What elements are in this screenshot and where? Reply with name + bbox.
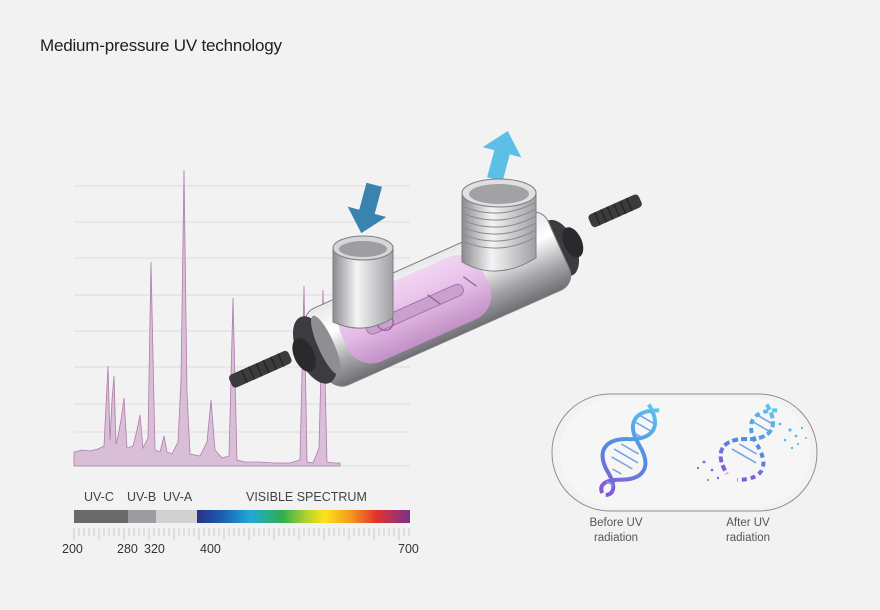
- tick-label-700: 700: [398, 542, 419, 556]
- page-title: Medium-pressure UV technology: [40, 36, 282, 55]
- before-uv-caption-line1: Before UV: [589, 517, 643, 529]
- dna-panel: [551, 393, 818, 512]
- before-uv-caption-line2: radiation: [593, 532, 639, 544]
- tick-label-200: 200: [62, 542, 83, 556]
- before-uv-caption: Before UV radiation: [561, 516, 671, 546]
- tick-label-320: 320: [144, 542, 165, 556]
- band-label-uvc: UV-C: [84, 490, 114, 504]
- band-uvb: [128, 510, 156, 523]
- after-uv-caption-line1: After UV: [726, 517, 770, 529]
- band-label-uva: UV-A: [163, 490, 193, 504]
- right-cable: [588, 194, 642, 228]
- dna-before-icon: [599, 403, 660, 498]
- dna-after-icon: [718, 403, 778, 482]
- band-label-uvb: UV-B: [127, 490, 157, 504]
- tick-label-400: 400: [200, 542, 221, 556]
- left-cable: [229, 350, 292, 388]
- outlet-arrow-icon: [482, 131, 522, 182]
- dna-fragment-dots-lower: [696, 460, 720, 481]
- inlet-arrow-icon: [347, 182, 387, 234]
- tick-label-280: 280: [117, 542, 138, 556]
- dna-fragment-dots: [778, 422, 807, 450]
- band-label-visible: VISIBLE SPECTRUM: [246, 490, 367, 504]
- uv-reactor-illustration: [229, 178, 642, 388]
- spectrum-bar: [74, 510, 410, 523]
- emission-spectrum: [73, 169, 341, 467]
- band-uvc: [74, 510, 128, 523]
- band-uva: [156, 510, 197, 523]
- band-visible: [197, 510, 410, 523]
- after-uv-caption: After UV radiation: [693, 516, 803, 546]
- after-uv-caption-line2: radiation: [725, 532, 771, 544]
- wavelength-ruler: [73, 528, 410, 540]
